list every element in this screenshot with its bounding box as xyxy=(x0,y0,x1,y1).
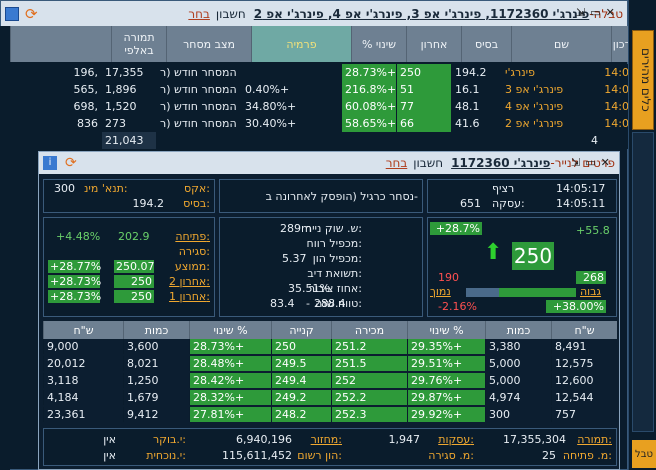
status-panel: נסחר כרגיל (הופסק לאחרונה ב- xyxy=(219,179,423,213)
detail-title-prefix: פרטים לנייר- xyxy=(550,156,615,170)
minimize-icon[interactable]: ▭ xyxy=(590,6,601,19)
side-bottom-tab[interactable]: טבל xyxy=(632,440,656,468)
order-book-row[interactable]: 12,575 5,000 +29.51% 251.5 249.5 +28.48%… xyxy=(43,356,617,372)
total-tmura: 21,043 xyxy=(101,132,156,149)
up-arrow-icon: ⬆ xyxy=(484,240,503,265)
order-book-header: ש"ח כמות % שינוי מכירה קנייה % שינוי כמו… xyxy=(43,321,617,339)
summary-panel: תמורה: 17,355,304 עסקות: 1,947 מחזור: 6,… xyxy=(43,428,617,466)
main-title: פינרג'י 1172360, פינרג'י אפ 3, פינרג'י א… xyxy=(253,7,590,21)
info-icon[interactable]: i xyxy=(43,156,57,170)
detail-account-label: חשבון xyxy=(413,156,444,170)
refresh-icon[interactable]: ⟳ xyxy=(25,5,38,23)
col-state[interactable]: מצב מסחר xyxy=(166,26,251,62)
table-row[interactable]: 14:05:17 פינרג'י 194.2 250 +28.73% המסחר… xyxy=(0,64,656,81)
main-account-label: חשבון xyxy=(215,7,246,21)
detail-account-link[interactable]: בחר xyxy=(385,156,408,170)
order-book-row[interactable]: 8,491 3,380 +29.35% 251.2 250 +28.73% 3,… xyxy=(43,339,617,355)
total-count: 4 xyxy=(501,132,601,149)
main-account-link[interactable]: בחר xyxy=(188,7,210,21)
range-bar xyxy=(466,288,576,297)
price-panel: +28.7% +55.8 ⬆ 250 190 268 נמוך גבוה -2.… xyxy=(427,217,617,317)
col-base[interactable]: בסיס xyxy=(461,26,511,62)
detail-pin-icon[interactable]: ⇲ xyxy=(571,156,581,169)
left-strip xyxy=(0,26,10,470)
main-title-prefix: טבלה- xyxy=(589,7,623,21)
side-panel-body xyxy=(632,132,654,432)
detail-window: פרטים לנייר- פינרג'י 1172360 חשבון בחר i… xyxy=(38,151,620,470)
detail-title: פינרג'י 1172360 xyxy=(451,156,551,170)
col-last[interactable]: אחרון xyxy=(406,26,461,62)
main-titlebar[interactable]: טבלה- פינרג'י 1172360, פינרג'י אפ 3, פינ… xyxy=(1,1,627,27)
order-book-row[interactable]: 12,544 4,974 +29.87% 252.2 249.2 +28.32%… xyxy=(43,390,617,406)
close-icon[interactable]: ✕ xyxy=(605,6,615,19)
col-extra xyxy=(10,26,111,62)
detail-refresh-icon[interactable]: ⟳ xyxy=(65,155,77,171)
stats-panel: ש. שוק נייר: 289m מכפיל רווח: מכפיל הון:… xyxy=(219,217,423,317)
table-row[interactable]: 14:03:42 פינרג'י אפ 2 41.6 66 +58.65% +3… xyxy=(0,115,656,132)
right-panel: כלים מהירים טבל xyxy=(628,0,656,470)
detail-titlebar[interactable]: פרטים לנייר- פינרג'י 1172360 חשבון בחר i… xyxy=(39,152,619,174)
col-premium[interactable]: פרמיה xyxy=(251,26,351,62)
open-panel: פתיחה: 202.9 +4.48% סגירה: ממוצע: 250.07… xyxy=(43,217,215,317)
table-row[interactable]: 14:04:49 פינרג'י אפ 4 48.1 77 +60.08% +3… xyxy=(0,98,656,115)
grid-icon[interactable] xyxy=(5,7,19,21)
order-book-row[interactable]: 12,600 5,000 +29.76% 252 249.4 +28.42% 1… xyxy=(43,373,617,389)
order-book-row[interactable]: 757 300 +29.92% 252.3 248.2 +27.81% 9,41… xyxy=(43,407,617,423)
base-panel: אקס: בסיס: 194.2 תנא' מינ: 300 xyxy=(43,179,215,213)
col-name[interactable]: שם xyxy=(511,26,611,62)
pin-icon[interactable]: ⇲ xyxy=(576,6,586,19)
quick-tools-tab[interactable]: כלים מהירים xyxy=(632,30,654,130)
col-change[interactable]: שינוי % xyxy=(351,26,406,62)
detail-minimize-icon[interactable]: ▭ xyxy=(585,156,596,169)
table-row[interactable]: 14:05:17 פינרג'י אפ 3 16.1 51 +216.8% +0… xyxy=(0,81,656,98)
table-total-row: 4 21,043 xyxy=(0,132,656,149)
last-price-big: 250 xyxy=(512,242,554,270)
main-table-header: זמן עדכון שם בסיס אחרון שינוי % פרמיה מצ… xyxy=(10,26,656,62)
time-panel: 14:05:17 רציף 14:05:11 עסקה: 651 xyxy=(427,179,617,213)
detail-close-icon[interactable]: ✕ xyxy=(600,156,610,169)
col-tmura[interactable]: תמורה באלפי xyxy=(111,26,166,62)
main-table-body: 14:05:17 פינרג'י 194.2 250 +28.73% המסחר… xyxy=(0,64,656,149)
